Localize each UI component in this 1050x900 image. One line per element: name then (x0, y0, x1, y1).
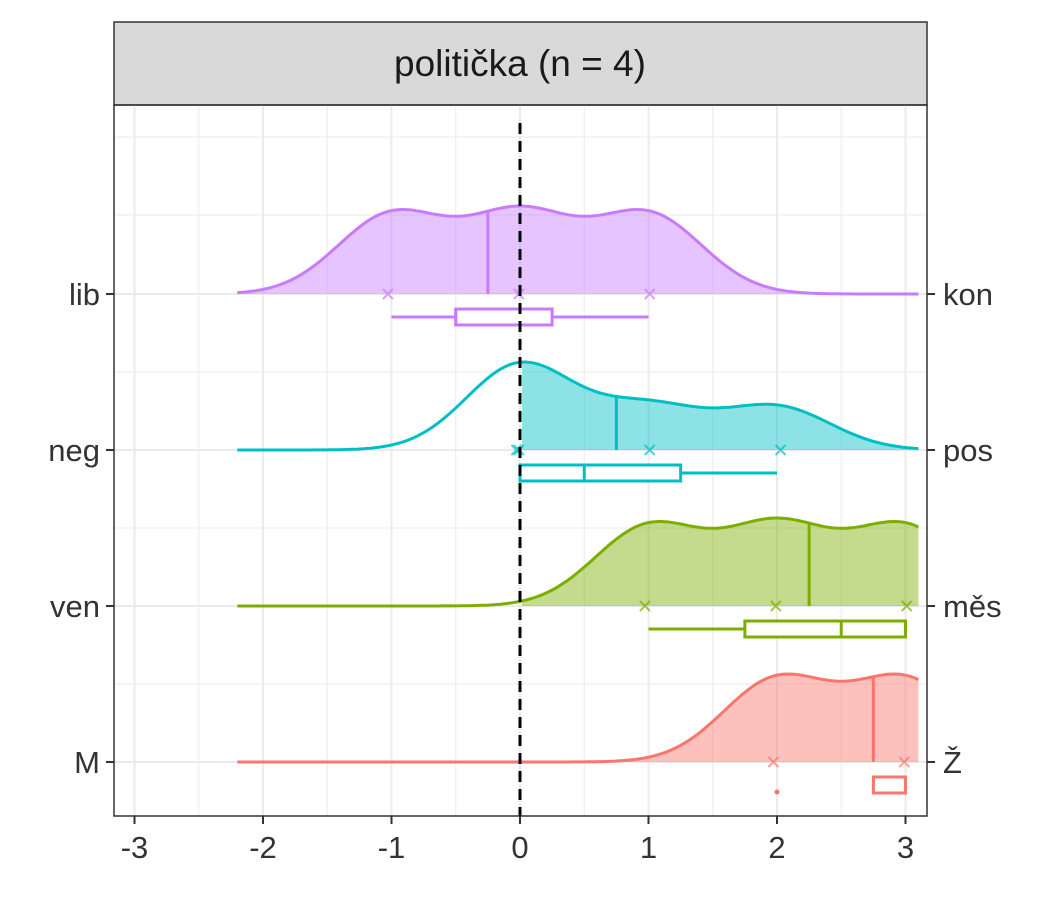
x-tick-label: 3 (897, 830, 914, 865)
data-point-mark (770, 600, 782, 612)
density-fill (522, 674, 919, 762)
y-right-tick-label: Ž (943, 745, 962, 780)
data-point-mark (639, 600, 651, 612)
density-fill (522, 362, 919, 450)
facet-title: politička (n = 4) (394, 43, 646, 84)
data-point-mark (767, 756, 780, 768)
data-point-mark (382, 288, 394, 300)
density-fill-negative (237, 206, 523, 294)
y-left-tick-label: ven (50, 589, 100, 624)
data-point-mark (643, 444, 656, 456)
y-left-tick-label: M (74, 745, 100, 780)
density-line (237, 360, 919, 452)
x-tick-label: -1 (378, 830, 406, 865)
density-line (237, 672, 920, 764)
ridge-series-lib (237, 204, 919, 327)
ridge-series-ven (237, 516, 919, 639)
plot-panel-border (113, 104, 928, 817)
box-outlier (774, 789, 780, 795)
y-left-tick-label: lib (69, 277, 100, 312)
data-point-mark (898, 756, 911, 768)
ridge-series-M (237, 672, 920, 795)
data-point-mark (774, 444, 787, 456)
box-iqr (871, 775, 907, 795)
y-right-tick-label: měs (943, 589, 1002, 624)
density-line (237, 516, 919, 608)
x-tick-label: 2 (768, 830, 785, 865)
facet-strip (113, 21, 928, 106)
box-iqr (743, 619, 907, 639)
box-iqr (454, 307, 554, 327)
box-iqr (518, 463, 683, 483)
density-fill (522, 206, 919, 294)
y-left-tick-label: neg (48, 433, 100, 468)
x-tick-label: -2 (249, 830, 277, 865)
density-fill (522, 518, 919, 606)
ridge-series-neg (237, 360, 919, 483)
y-right-tick-label: pos (943, 433, 993, 468)
data-point-mark (643, 288, 656, 300)
x-tick-label: 1 (640, 830, 657, 865)
data-point-mark (900, 600, 913, 612)
y-right-tick-label: kon (943, 277, 993, 312)
density-line (237, 204, 919, 296)
x-tick-label: -3 (121, 830, 149, 865)
x-tick-label: 0 (511, 830, 528, 865)
